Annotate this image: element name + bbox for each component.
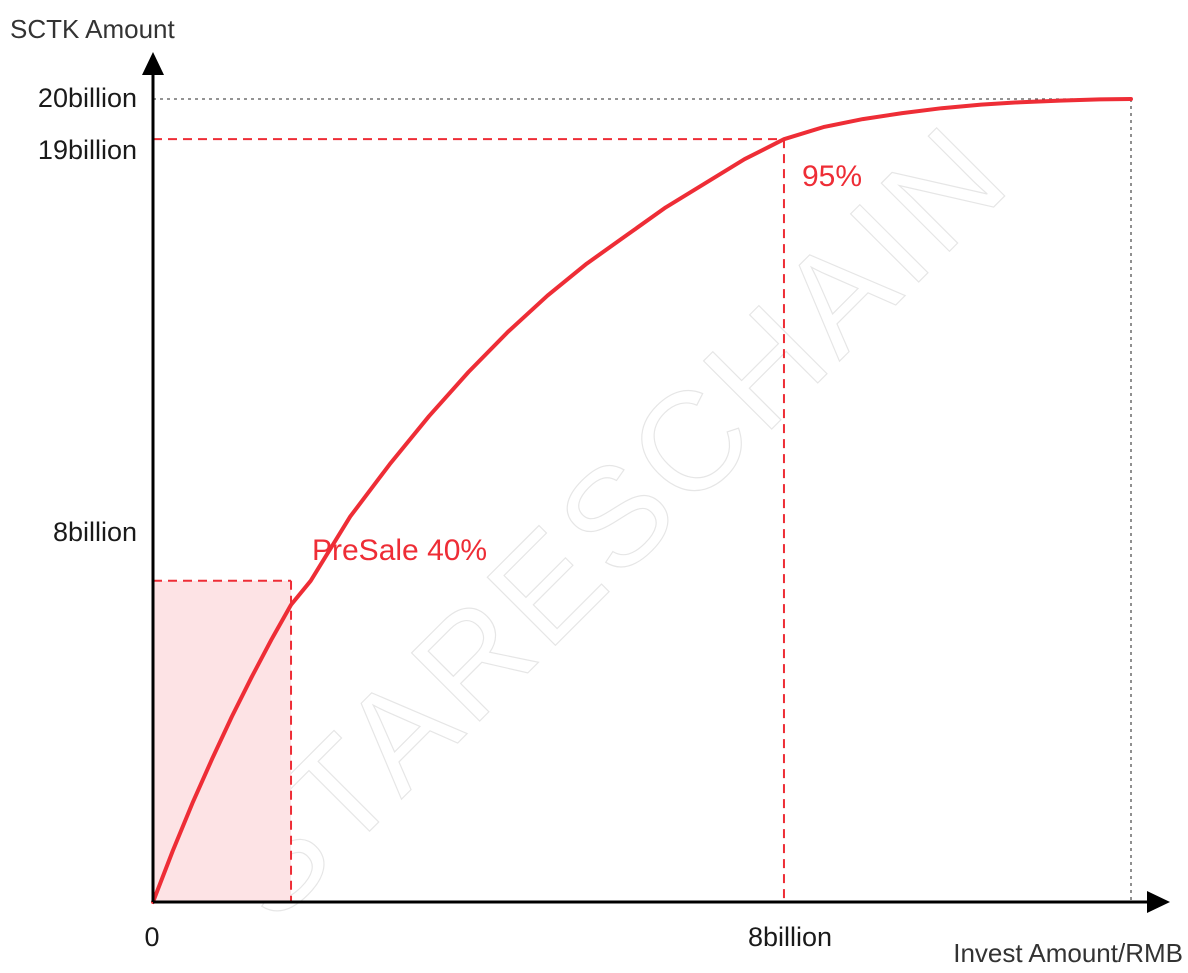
- y-tick-label-8billion: 8billion: [53, 517, 137, 547]
- annotation-95-percent: 95%: [802, 160, 862, 193]
- x-tick-label-8billion: 8billion: [748, 922, 832, 952]
- watermark-text: STARESCHAIN: [184, 94, 1038, 948]
- x-tick-label-0: 0: [144, 922, 159, 952]
- y-axis-arrow: [142, 52, 164, 75]
- plot-area: [151, 97, 1133, 904]
- watermark: STARESCHAIN: [183, 93, 1039, 949]
- y-tick-label-19billion: 19billion: [38, 135, 137, 165]
- annotation-presale: PreSale 40%: [312, 534, 487, 567]
- y-tick-label-20billion: 20billion: [38, 83, 137, 113]
- series-curve: [151, 97, 1133, 904]
- x-axis-title: Invest Amount/RMB: [953, 938, 1183, 968]
- x-axis-arrow: [1147, 891, 1170, 913]
- y-axis-title: SCTK Amount: [10, 14, 176, 44]
